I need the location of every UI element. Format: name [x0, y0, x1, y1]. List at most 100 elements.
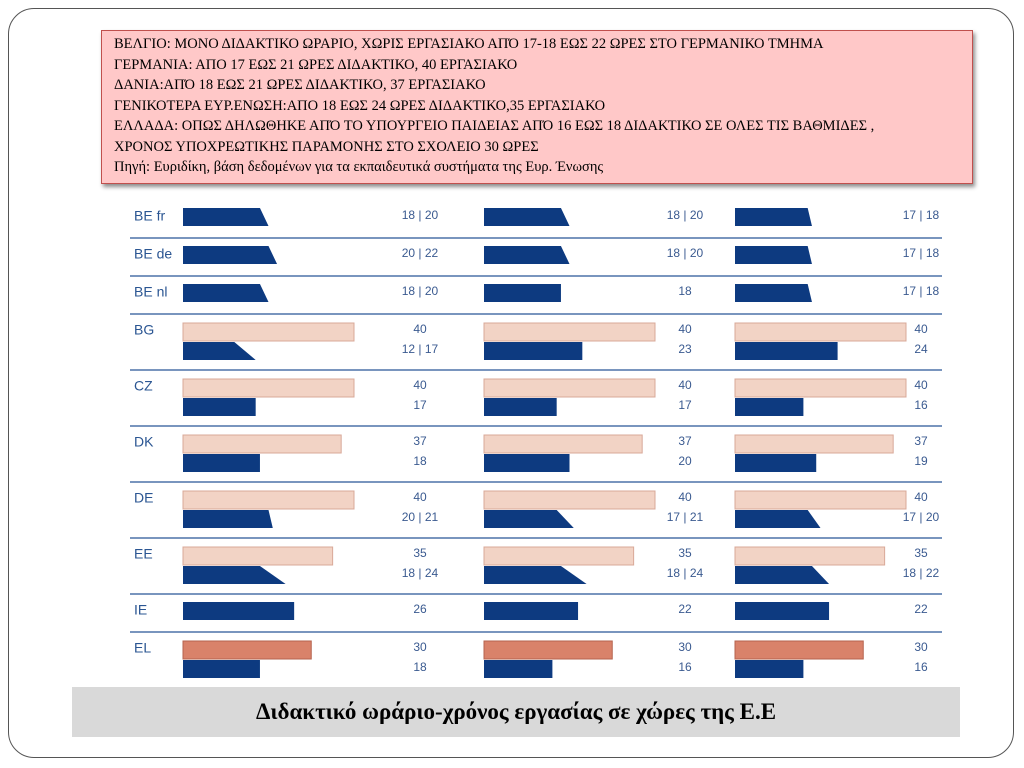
total-label: 40	[678, 378, 692, 392]
teaching-label: 18 | 24	[667, 566, 704, 580]
total-label: 30	[678, 640, 692, 654]
total-bar	[483, 434, 643, 454]
note-line: ΧΡΟΝΟΣ ΥΠΟΧΡΕΩΤΙΚΗΣ ΠΑΡΑΜΟΝΗΣ ΣΤΟ ΣΧΟΛΕΙ…	[114, 138, 539, 155]
note-box: ΒΕΛΓΙΟ: ΜΟΝΟ ΔΙΔΑΚΤΙΚΟ ΩΡΑΡΙΟ, ΧΩΡΙΣ ΕΡΓ…	[101, 30, 973, 184]
teaching-bar	[735, 208, 812, 226]
teaching-bar	[484, 660, 553, 678]
teaching-bar	[484, 454, 570, 472]
total-label: 40	[914, 378, 928, 392]
teaching-label: 17 | 18	[903, 246, 940, 260]
total-label: 37	[678, 434, 692, 448]
country-label: IE	[134, 602, 147, 618]
teaching-bar	[484, 566, 587, 584]
total-label: 40	[413, 378, 427, 392]
teaching-label: 17	[678, 398, 692, 412]
teaching-label: 16	[914, 660, 928, 674]
teaching-label: 26	[413, 602, 427, 616]
teaching-bar	[735, 566, 830, 584]
country-label: BG	[134, 322, 154, 338]
total-bar	[182, 378, 355, 398]
total-bar	[483, 546, 635, 566]
teaching-label: 18 | 22	[903, 566, 940, 580]
teaching-bar	[484, 342, 583, 360]
note-line: ΔΑΝΙΑ:ΑΠΌ 18 ΕΩΣ 21 ΩΡΕΣ ΔΙΔΑΚΤΙΚΟ, 37 Ε…	[114, 77, 486, 93]
teaching-label: 17 | 18	[903, 284, 940, 298]
total-label: 40	[678, 490, 692, 504]
teaching-label: 23	[678, 342, 692, 356]
teaching-label: 18	[678, 284, 692, 298]
total-bar	[182, 640, 312, 660]
country-label: EE	[134, 546, 153, 562]
total-label: 37	[413, 434, 427, 448]
total-bar	[182, 490, 355, 510]
teaching-bar	[183, 660, 260, 678]
teaching-label: 22	[678, 602, 692, 616]
total-label: 40	[413, 322, 427, 336]
teaching-bar	[484, 602, 579, 620]
teaching-label: 12 | 17	[402, 342, 439, 356]
teaching-bar	[183, 208, 269, 226]
total-label: 35	[678, 546, 692, 560]
teaching-label: 17 | 21	[667, 510, 704, 524]
teaching-label: 18 | 20	[667, 246, 704, 260]
teaching-bar	[735, 342, 838, 360]
teaching-bar	[183, 342, 256, 360]
total-label: 40	[914, 490, 928, 504]
teaching-bar	[735, 398, 804, 416]
total-label: 40	[413, 490, 427, 504]
note-line: ΓΕΡΜΑΝΙΑ: ΑΠΟ 17 ΕΩΣ 21 ΩΡΕΣ ΔΙΔΑΚΤΙΚΟ, …	[114, 56, 518, 73]
total-bar	[734, 640, 864, 660]
teaching-bar	[735, 246, 812, 264]
teaching-label: 24	[914, 342, 928, 356]
teaching-label: 18 | 24	[402, 566, 439, 580]
total-bar	[483, 322, 656, 342]
total-bar	[182, 546, 334, 566]
teaching-bar	[484, 284, 561, 302]
teaching-label: 20 | 21	[402, 510, 439, 524]
total-bar	[182, 434, 342, 454]
teaching-bar	[183, 398, 256, 416]
total-label: 40	[678, 322, 692, 336]
teaching-label: 20	[678, 454, 692, 468]
note-line: Πηγή: Ευριδίκη, βάση δεδομένων για τα εκ…	[114, 159, 604, 175]
teaching-bar	[484, 246, 570, 264]
teaching-label: 18 | 20	[402, 208, 439, 222]
teaching-bar	[484, 510, 574, 528]
country-label: EL	[134, 640, 151, 656]
total-label: 30	[413, 640, 427, 654]
country-label: DE	[134, 490, 153, 506]
teaching-bar	[735, 454, 817, 472]
teaching-bar	[484, 208, 570, 226]
country-label: DK	[134, 434, 154, 450]
teaching-label: 17	[413, 398, 427, 412]
total-bar	[734, 378, 907, 398]
teaching-label: 19	[914, 454, 928, 468]
teaching-bar	[735, 510, 821, 528]
teaching-bar	[183, 602, 295, 620]
teaching-label: 17 | 20	[903, 510, 940, 524]
teaching-label: 16	[914, 398, 928, 412]
total-bar	[734, 434, 894, 454]
total-label: 35	[413, 546, 427, 560]
teaching-bar	[183, 284, 269, 302]
caption: Διδακτικό ωράριο-χρόνος εργασίας σε χώρε…	[72, 687, 960, 737]
country-label: BE fr	[134, 208, 165, 224]
teaching-bar	[484, 398, 557, 416]
note-line: ΒΕΛΓΙΟ: ΜΟΝΟ ΔΙΔΑΚΤΙΚΟ ΩΡΑΡΙΟ, ΧΩΡΙΣ ΕΡΓ…	[114, 36, 824, 52]
teaching-bar	[735, 602, 830, 620]
slide-frame	[8, 8, 1014, 758]
teaching-bar	[183, 566, 286, 584]
total-bar	[734, 546, 886, 566]
teaching-label: 18 | 20	[667, 208, 704, 222]
teaching-bar	[183, 510, 273, 528]
total-label: 40	[914, 322, 928, 336]
teaching-label: 20 | 22	[402, 246, 439, 260]
note-line: ΓΕΝΙΚΟΤΕΡΑ ΕΥΡ.ΕΝΩΣΗ:ΑΠΟ 18 ΕΩΣ 24 ΩΡΕΣ …	[114, 97, 606, 114]
teaching-bar	[183, 246, 278, 264]
plot: BE fr 18 | 20 18 | 20 17 | 18 BE de 20 | 22 18…	[130, 208, 942, 678]
country-label: BE nl	[134, 284, 167, 300]
total-label: 37	[914, 434, 928, 448]
teaching-bar	[735, 284, 812, 302]
